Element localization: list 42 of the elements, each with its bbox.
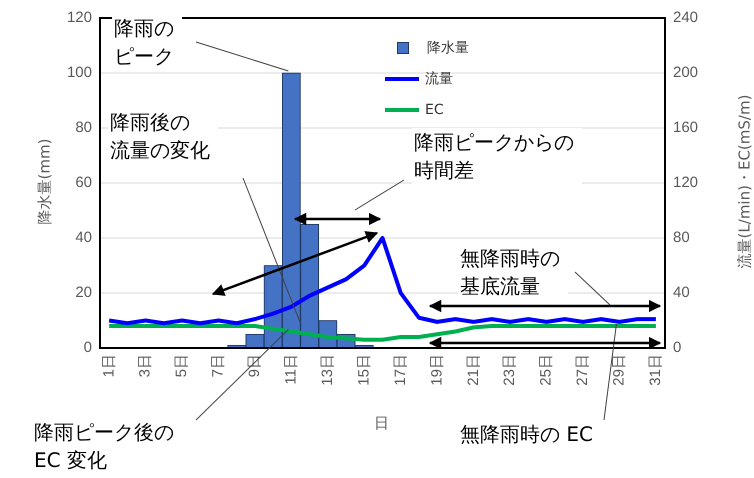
- legend-label: 降水量: [426, 38, 469, 58]
- x-axis-title: 日: [374, 414, 389, 433]
- y2-tick-label: 240: [673, 9, 698, 26]
- legend-label: 流量: [424, 70, 454, 88]
- x-tick-label: 5日: [173, 354, 190, 378]
- y2-tick-label: 120: [673, 174, 698, 192]
- x-tick-label: 31日: [647, 354, 664, 386]
- y2-tick-label: 0: [673, 339, 682, 356]
- x-tick-label: 15日: [355, 354, 372, 386]
- y2-tick-label: 80: [673, 229, 690, 246]
- y-tick-label: 60: [75, 174, 92, 192]
- x-tick-label: 25日: [538, 354, 555, 386]
- y2-axis-title: 流量(L/min)・EC(mS/m): [736, 94, 754, 270]
- annotation: 無降雨時の基底流量: [458, 244, 568, 300]
- annotation: 降雨ピークからの時間差: [412, 128, 582, 184]
- x-tick-label: 1日: [100, 354, 118, 378]
- x-tick-label: 17日: [392, 354, 409, 386]
- x-tick-label: 9日: [246, 354, 264, 378]
- y-tick-label: 120: [66, 9, 92, 26]
- y-tick-label: 0: [84, 339, 92, 356]
- annotation: 降雨ピーク後のEC 変化: [32, 418, 182, 474]
- y-axis-title: 降水量(mm): [36, 138, 54, 226]
- x-tick-label: 27日: [574, 354, 592, 386]
- x-tick-label: 7日: [210, 354, 227, 378]
- y2-tick-label: 40: [673, 284, 690, 302]
- x-tick-label: 23日: [501, 354, 518, 386]
- x-tick-label: 19日: [428, 354, 446, 386]
- y2-tick-label: 160: [673, 119, 698, 136]
- y-tick-label: 20: [75, 284, 92, 302]
- annotation: 降雨後の流量の変化: [108, 108, 218, 164]
- y2-tick-label: 200: [673, 64, 698, 82]
- annotation: 降雨のピーク: [112, 14, 182, 70]
- x-tick-label: 13日: [318, 354, 336, 386]
- x-tick-label: 3日: [136, 354, 154, 378]
- annotation: 無降雨時の EC: [458, 420, 642, 448]
- x-tick-label: 21日: [464, 354, 482, 386]
- y-tick-label: 80: [75, 119, 92, 136]
- y-tick-label: 40: [75, 229, 92, 246]
- x-tick-label: 29日: [610, 354, 628, 386]
- x-tick-label: 11日: [282, 354, 300, 385]
- legend-label: EC: [424, 100, 445, 120]
- y-tick-label: 100: [66, 64, 92, 82]
